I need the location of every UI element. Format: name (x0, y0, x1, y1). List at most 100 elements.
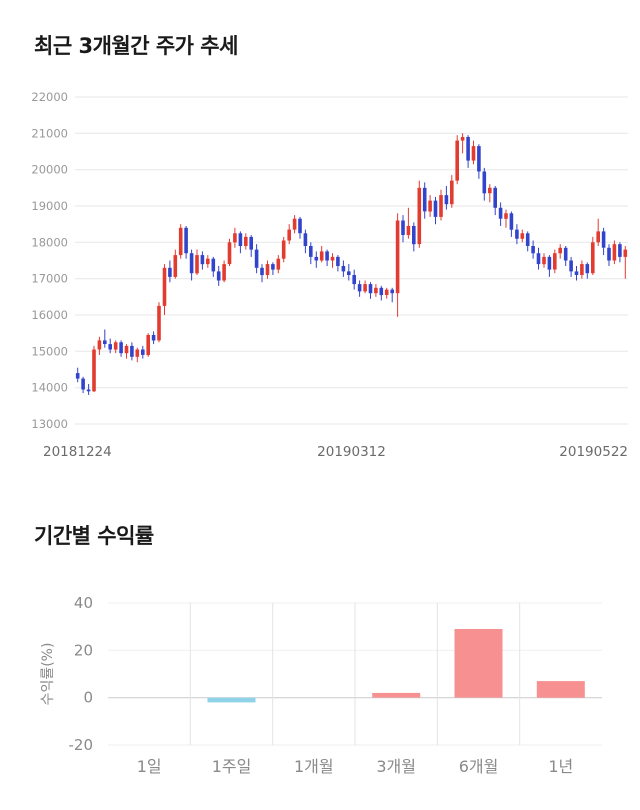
y-axis-tick: 40 (74, 594, 93, 612)
candle-body (298, 218, 302, 234)
candle-body (162, 267, 167, 306)
candle-body (146, 335, 150, 355)
candle-body (81, 378, 85, 390)
candle-body (309, 246, 313, 257)
candle-body (238, 233, 243, 246)
candle-body (86, 389, 91, 392)
y-axis-tick: 22000 (31, 90, 68, 104)
candle-body (498, 207, 503, 219)
candle-body (357, 284, 362, 292)
return-bar (536, 681, 585, 698)
candle-body (184, 227, 188, 254)
candle-body (195, 255, 199, 274)
return-bar (207, 697, 256, 703)
candle-body (574, 271, 579, 275)
candle-body (168, 267, 172, 277)
candle-body (444, 195, 449, 205)
candle-body (363, 284, 367, 292)
candle-body (525, 233, 530, 246)
candle-body (200, 255, 205, 265)
candle-body (189, 253, 194, 274)
candlestick-plot: 13000 14000 15000 16000 17000 18000 19000 20000… (31, 90, 628, 460)
candle-body (612, 244, 617, 261)
y-axis-tick: 15000 (31, 344, 68, 358)
candle-body (412, 226, 416, 245)
candle-body (151, 335, 156, 341)
candle-body (227, 242, 232, 265)
candle-body (433, 200, 438, 217)
candle-body (119, 342, 123, 354)
candle-body (330, 256, 335, 261)
candle-body (292, 218, 297, 230)
y-axis-title: 수익률(%) (40, 643, 56, 706)
candle-body (384, 289, 389, 295)
return-bar (372, 692, 421, 698)
candle-body (618, 244, 622, 257)
candle-body (352, 275, 356, 285)
candle-body (455, 140, 459, 181)
candle-body (135, 349, 140, 357)
candle-body (124, 345, 129, 354)
candle-body (509, 213, 514, 230)
candle-body (439, 195, 443, 217)
candle-body (601, 231, 606, 248)
candle-body (569, 260, 573, 272)
x-axis-category: 6개월 (459, 757, 499, 776)
candle-body (254, 249, 259, 268)
candle-body (542, 256, 546, 265)
x-axis-category: 1개월 (294, 757, 334, 776)
candle-body (520, 233, 525, 239)
candlestick-chart: 13000 14000 15000 16000 17000 18000 19000 20000… (0, 80, 640, 475)
candle-body (222, 264, 226, 281)
candle-body (477, 146, 481, 172)
candle-body (585, 264, 590, 274)
candle-body (276, 258, 281, 270)
candle-body (563, 247, 568, 261)
candle-body (460, 137, 465, 141)
x-axis-category: 1일 (137, 757, 162, 776)
candle-body (281, 240, 286, 259)
candle-body (488, 187, 492, 194)
candle-body (466, 137, 470, 161)
y-axis-tick: 17000 (31, 272, 68, 286)
candle-body (303, 233, 308, 246)
candle-body (75, 373, 80, 379)
y-axis-tick: 14000 (31, 381, 68, 395)
candle-body (314, 256, 319, 261)
candle-body (130, 345, 134, 357)
returns-bar-plot: 40 20 0 -20 1일 1주일 1개월 3개월 6개월 1년 수익률(%) (40, 594, 602, 776)
x-axis-tick: 20181224 (43, 444, 112, 460)
price-trend-title: 최근 3개월간 주가 추세 (34, 34, 238, 58)
candle-body (553, 253, 557, 270)
x-axis-category: 3개월 (376, 757, 416, 776)
y-axis-tick: 20 (74, 641, 93, 659)
candle-body (173, 255, 178, 277)
candle-body (249, 236, 253, 250)
y-axis-tick: 19000 (31, 199, 68, 213)
period-returns-title: 기간별 수익률 (34, 524, 154, 548)
candle-body (580, 264, 584, 275)
candle-body (607, 247, 611, 261)
candle-body (515, 229, 519, 239)
candle-body (504, 213, 508, 219)
candle-body (178, 227, 183, 256)
candle-body (379, 287, 384, 296)
candle-body (531, 246, 535, 254)
candle-body (482, 171, 487, 194)
candle-body (260, 267, 264, 276)
y-axis-tick: 20000 (31, 163, 68, 177)
candle-body (401, 220, 405, 235)
candle-body (287, 229, 291, 241)
candle-body (97, 340, 102, 350)
candle-body (336, 256, 340, 266)
y-axis-tick: 21000 (31, 126, 68, 140)
candle-body (450, 180, 454, 205)
candle-body (211, 258, 216, 272)
candle-body (623, 249, 628, 257)
y-axis-tick: 0 (83, 689, 93, 707)
candle-body (536, 253, 541, 265)
x-axis-category: 1주일 (212, 757, 252, 776)
candle-body (108, 344, 112, 350)
candle-body (374, 287, 378, 294)
